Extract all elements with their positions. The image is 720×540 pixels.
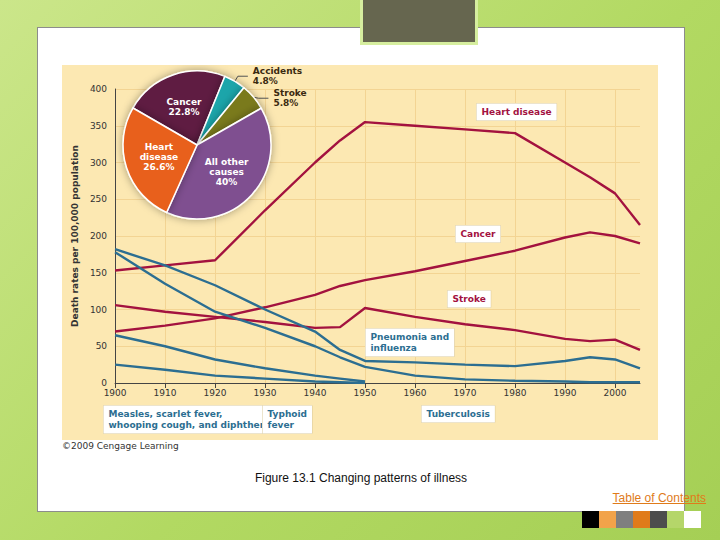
svg-text:150: 150 — [90, 268, 107, 278]
svg-text:1960: 1960 — [404, 388, 427, 398]
svg-text:Measles, scarlet fever,: Measles, scarlet fever, — [109, 409, 223, 419]
svg-text:300: 300 — [90, 158, 107, 168]
svg-text:1900: 1900 — [104, 388, 127, 398]
svg-text:Stroke: Stroke — [453, 294, 486, 304]
svg-text:disease: disease — [140, 152, 179, 162]
svg-text:22.8%: 22.8% — [168, 107, 199, 117]
svg-text:40%: 40% — [216, 177, 238, 187]
svg-text:Tuberculosis: Tuberculosis — [427, 409, 490, 419]
svg-text:fever: fever — [268, 420, 295, 430]
svg-text:1910: 1910 — [154, 388, 177, 398]
html-text:Figure 13.1 Changing patterns: Figure 13.1 Changing patterns of illness — [254, 471, 468, 485]
svg-text:whooping cough, and diphtheria: whooping cough, and diphtheria — [109, 420, 274, 430]
svg-text:Heart disease: Heart disease — [482, 107, 552, 117]
svg-text:Typhoid: Typhoid — [268, 409, 308, 419]
svg-text:Accidents: Accidents — [253, 66, 302, 76]
svg-text:1950: 1950 — [354, 388, 377, 398]
svg-text:1940: 1940 — [304, 388, 327, 398]
svg-text:50: 50 — [96, 341, 108, 351]
svg-text:All other: All other — [205, 157, 249, 167]
html-text:Table of Contents: Table of Contents — [612, 491, 706, 505]
svg-text:4.8%: 4.8% — [253, 76, 278, 86]
svg-text:Cancer: Cancer — [167, 97, 203, 107]
svg-text:Stroke: Stroke — [273, 88, 306, 98]
svg-text:1920: 1920 — [204, 388, 227, 398]
svg-text:26.6%: 26.6% — [143, 162, 174, 172]
svg-text:5.8%: 5.8% — [273, 98, 298, 108]
svg-text:Heart: Heart — [145, 142, 174, 152]
svg-text:1980: 1980 — [504, 388, 527, 398]
svg-text:250: 250 — [90, 194, 107, 204]
svg-text:Cancer: Cancer — [461, 229, 497, 239]
svg-text:Pneumonia and: Pneumonia and — [371, 332, 450, 342]
svg-text:400: 400 — [90, 84, 107, 94]
svg-text:influenza: influenza — [371, 343, 417, 353]
svg-text:200: 200 — [90, 231, 107, 241]
svg-text:0: 0 — [101, 378, 107, 388]
svg-text:2000: 2000 — [604, 388, 627, 398]
svg-text:1930: 1930 — [254, 388, 277, 398]
svg-text:350: 350 — [90, 121, 107, 131]
svg-text:1990: 1990 — [554, 388, 577, 398]
html-text:©2009 Cengage Learning: ©2009 Cengage Learning — [62, 441, 179, 451]
svg-text:100: 100 — [90, 305, 107, 315]
svg-text:1970: 1970 — [454, 388, 477, 398]
svg-text:Death rates per 100,000 popula: Death rates per 100,000 population — [70, 145, 80, 327]
svg-text:causes: causes — [209, 167, 244, 177]
